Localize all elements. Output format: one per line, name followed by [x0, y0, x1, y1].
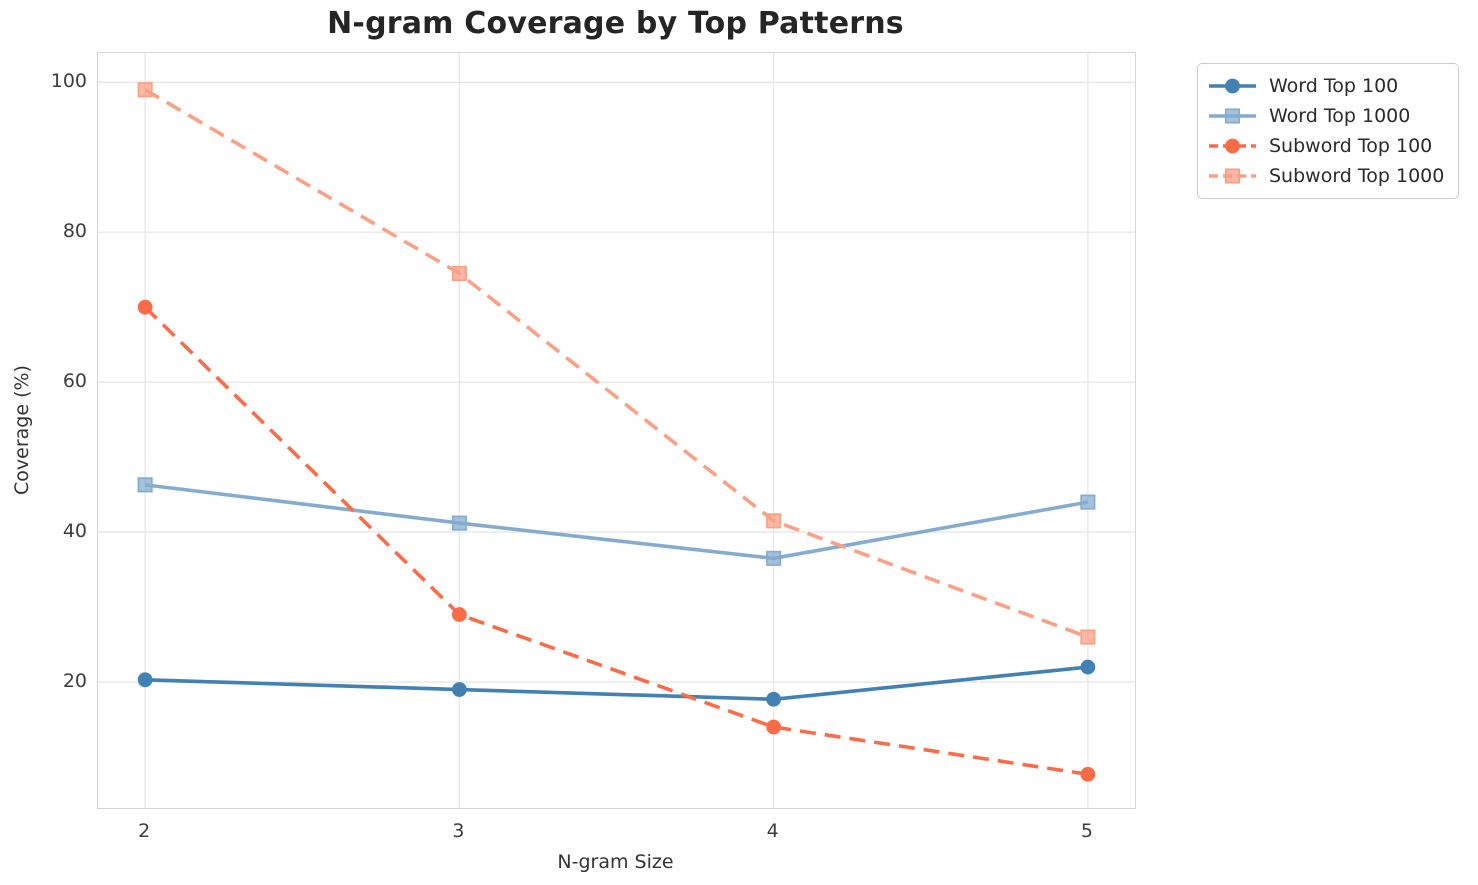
series-word-top-1000-square-marker: [766, 550, 782, 566]
series-subword-top-100-circle-marker: [137, 299, 153, 315]
x-tick-label: 3: [452, 820, 465, 842]
legend-subword-top-100-circle-marker: [1225, 138, 1240, 154]
series-subword-top-100-circle-marker: [1080, 766, 1096, 782]
y-tick-label: 80: [62, 220, 87, 243]
plot-svg: [98, 53, 1135, 808]
series-word-top-100-circle-marker: [766, 691, 782, 707]
legend-item-subword-top-100: Subword Top 100: [1208, 131, 1448, 161]
y-tick-label: 40: [62, 520, 87, 543]
series-subword-top-1000-square-marker: [1080, 629, 1096, 645]
legend-item-subword-top-1000: Subword Top 1000: [1208, 161, 1448, 191]
legend-label: Subword Top 100: [1269, 135, 1433, 157]
legend-swatch: [1209, 78, 1256, 94]
legend: Word Top 100 Word Top 1000 Subword Top 100…: [1197, 63, 1459, 199]
x-tick-label: 5: [1080, 820, 1093, 842]
series-line-word-top-100: [145, 665, 1089, 702]
legend-item-word-top-100: Word Top 100: [1208, 71, 1448, 101]
plot-area: [97, 52, 1136, 809]
series-subword-top-1000-square-marker: [451, 265, 467, 281]
series-word-top-100-circle-marker: [451, 682, 467, 697]
series-word-top-1000-square-marker: [1080, 494, 1096, 510]
legend-swatch: [1209, 138, 1256, 154]
x-tick-label: 2: [138, 820, 151, 842]
legend-swatch: [1209, 108, 1256, 124]
legend-label: Word Top 1000: [1269, 105, 1411, 127]
series-line-word-top-1000: [144, 483, 1089, 561]
series-word-top-1000-square-marker: [137, 477, 153, 493]
legend-word-top-1000-square-marker: [1224, 108, 1241, 124]
series-subword-top-100-circle-marker: [451, 607, 467, 622]
y-tick-label: 100: [50, 70, 87, 93]
x-tick-label: 4: [766, 820, 779, 842]
legend-item-word-top-1000: Word Top 1000: [1208, 101, 1448, 131]
legend-subword-top-1000-square-marker: [1224, 168, 1241, 184]
legend-label: Word Top 100: [1269, 75, 1399, 97]
chart-title: N-gram Coverage by Top Patterns: [327, 6, 904, 41]
series-line-subword-top-1000: [144, 88, 1089, 639]
series-word-top-100-circle-marker: [137, 672, 153, 688]
series-subword-top-1000-square-marker: [766, 513, 782, 529]
series-subword-top-1000-square-marker: [137, 82, 153, 98]
legend-word-top-100-circle-marker: [1225, 78, 1240, 94]
series-word-top-1000-square-marker: [451, 515, 467, 531]
legend-swatch: [1209, 168, 1256, 184]
x-axis-label: N-gram Size: [557, 851, 674, 873]
series-subword-top-100-circle-marker: [766, 719, 782, 735]
y-tick-label: 20: [62, 670, 87, 693]
series-word-top-100-circle-marker: [1080, 659, 1096, 675]
series-line-subword-top-100: [143, 305, 1089, 777]
legend-label: Subword Top 1000: [1269, 165, 1445, 187]
y-tick-label: 60: [62, 370, 87, 393]
